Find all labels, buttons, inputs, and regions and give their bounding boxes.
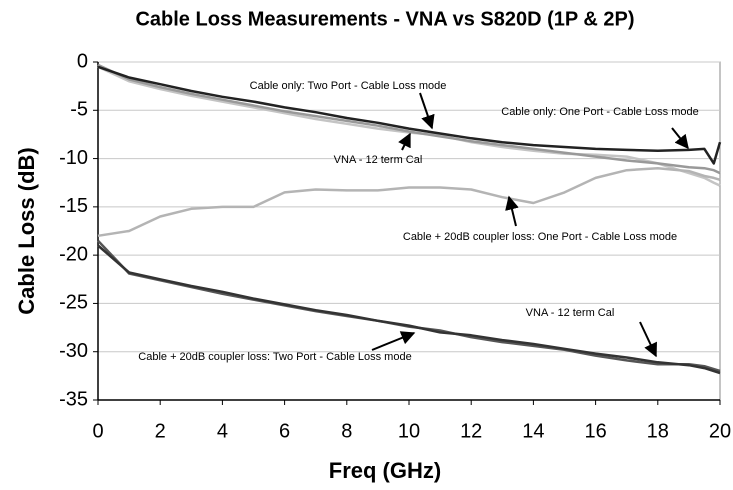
chart-title: Cable Loss Measurements - VNA vs S820D (… bbox=[135, 8, 634, 30]
series-line bbox=[97, 65, 722, 165]
y-tick-label: -30 bbox=[59, 340, 88, 362]
annotation-arrow bbox=[398, 132, 411, 151]
x-tick-label: 8 bbox=[341, 420, 352, 442]
x-axis-label: Freq (GHz) bbox=[329, 458, 441, 483]
annotation-arrow bbox=[371, 331, 416, 351]
y-tick-label: -25 bbox=[59, 292, 88, 314]
annotation: Cable + 20dB coupler loss: Two Port - Ca… bbox=[138, 351, 411, 363]
x-tick-label: 16 bbox=[584, 420, 606, 442]
x-tick-label: 2 bbox=[155, 420, 166, 442]
annotation-arrow bbox=[419, 92, 435, 130]
x-tick-label: 12 bbox=[460, 420, 482, 442]
y-tick-label: -20 bbox=[59, 243, 88, 265]
x-tick-label: 18 bbox=[647, 420, 669, 442]
annotation: Cable + 20dB coupler loss: One Port - Ca… bbox=[403, 231, 677, 243]
y-tick-label: -10 bbox=[59, 147, 88, 169]
x-tick-label: 0 bbox=[92, 420, 103, 442]
x-tick-label: 4 bbox=[217, 420, 228, 442]
annotation: Cable only: Two Port - Cable Loss mode bbox=[250, 80, 447, 92]
y-tick-label: -15 bbox=[59, 195, 88, 217]
annotation: VNA - 12 term Cal bbox=[526, 307, 615, 319]
annotation-arrow bbox=[639, 321, 657, 358]
x-tick-label: 14 bbox=[522, 420, 544, 442]
x-tick-label: 10 bbox=[398, 420, 420, 442]
x-tick-label: 20 bbox=[709, 420, 731, 442]
annotation-arrow bbox=[505, 195, 519, 227]
y-tick-label: -5 bbox=[70, 99, 88, 121]
y-tick-label: 0 bbox=[77, 50, 88, 72]
y-axis-label: Cable Loss (dB) bbox=[14, 147, 39, 314]
series-line bbox=[97, 63, 721, 175]
x-tick-label: 6 bbox=[279, 420, 290, 442]
annotation-arrow bbox=[671, 127, 689, 150]
annotation: Cable only: One Port - Cable Loss mode bbox=[501, 106, 699, 118]
series-line bbox=[97, 244, 721, 375]
annotation: VNA - 12 term Cal bbox=[334, 154, 423, 166]
y-tick-label: -35 bbox=[59, 388, 88, 410]
series-line bbox=[97, 166, 721, 238]
